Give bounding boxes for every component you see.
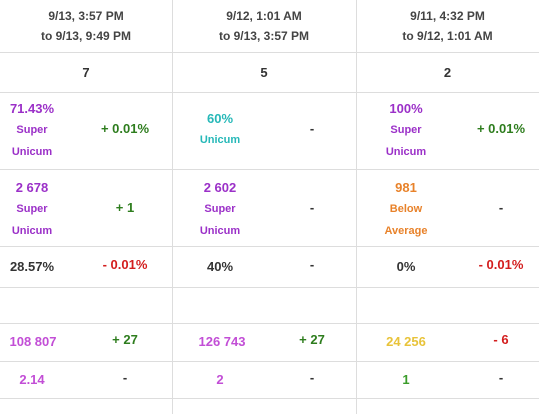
period-cell: 9/11, 4:32 PM to 9/12, 1:01 AM [356,2,539,50]
kd-row: 2.14 - 2 - 1 - [0,362,539,398]
wn8-row: 2 678 Super Unicum + 1 2 602 Super Unicu… [0,170,539,246]
rating-label: Unicum [199,134,241,146]
wn8-value: 2 602 [203,180,237,195]
winrate-cell: 71.43% Super Unicum + 0.01% [0,93,172,169]
period-cell: 9/12, 1:01 AM to 9/13, 3:57 PM [172,2,356,50]
rating-label: Unicum [11,225,53,237]
battles-count: 5 [260,65,268,80]
battles-count: 7 [82,65,90,80]
survival-row: 28.57% - 0.01% 40% - 0% - 0.01% [0,247,539,287]
period-from: 9/12, 1:01 AM [226,9,302,23]
period-from: 9/13, 3:57 PM [48,9,124,23]
damage-row: 108 807 + 27 126 743 + 27 24 256 - 6 [0,324,539,361]
kd-value: 1 [402,372,410,387]
period-to: to 9/13, 9:49 PM [40,29,132,43]
damage-value: 24 256 [386,334,426,349]
winrate-cell: 60% Unicum - [172,93,356,169]
wn8-delta: - [498,200,504,215]
damage-cell: 24 256 - 6 [356,324,539,361]
kd-value: 2 [216,372,224,387]
row-divider [0,92,539,93]
survival-cell: 0% - 0.01% [356,247,539,287]
row-divider [0,323,539,324]
rating-label: Below [389,203,423,215]
wn8-cell: 2 602 Super Unicum - [172,170,356,246]
kd-cell: 2 - [172,362,356,398]
kd-delta: - [122,370,128,385]
winrate-value: 100% [389,101,423,116]
winrate-value: 60% [206,111,234,126]
period-to: to 9/12, 1:01 AM [402,29,493,43]
period-from: 9/11, 4:32 PM [410,9,485,23]
winrate-cell: 100% Super Unicum + 0.01% [356,93,539,169]
row-divider [0,52,539,53]
winrate-delta: + 0.01% [100,121,150,136]
period-cell: 9/13, 3:57 PM to 9/13, 9:49 PM [0,2,172,50]
rating-label: Average [384,225,428,237]
wn8-delta: - [309,200,315,215]
wn8-value: 981 [395,180,417,195]
row-divider [0,398,539,399]
rating-label: Super [390,124,422,136]
rating-label: Super [16,124,48,136]
rating-label: Unicum [385,146,427,158]
wn8-value: 2 678 [15,180,49,195]
survival-cell: 40% - [172,247,356,287]
period-to: to 9/13, 3:57 PM [218,29,310,43]
damage-cell: 108 807 + 27 [0,324,172,361]
rating-label: Unicum [199,225,241,237]
column-divider [356,0,357,414]
kd-cell: 1 - [356,362,539,398]
survival-value: 28.57% [9,259,55,274]
winrate-value: 71.43% [9,101,55,116]
column-divider [172,0,173,414]
row-divider [0,361,539,362]
kd-cell: 2.14 - [0,362,172,398]
winrate-delta: + 0.01% [476,121,526,136]
survival-cell: 28.57% - 0.01% [0,247,172,287]
winrate-row: 71.43% Super Unicum + 0.01% 60% Unicum -… [0,93,539,169]
row-divider [0,287,539,288]
damage-delta: + 27 [112,332,138,347]
survival-delta: - 0.01% [102,257,148,272]
kd-value: 2.14 [19,372,45,387]
damage-delta: - 6 [493,332,509,347]
battles-row: 7 5 2 [0,53,539,92]
wn8-delta: + 1 [115,200,135,215]
period-header-row: 9/13, 3:57 PM to 9/13, 9:49 PM 9/12, 1:0… [0,2,539,50]
survival-value: 40% [206,259,234,274]
damage-value: 126 743 [198,334,246,349]
rating-label: Super [16,203,48,215]
row-divider [0,169,539,170]
damage-delta: + 27 [299,332,325,347]
battles-count: 2 [443,65,452,80]
wn8-cell: 2 678 Super Unicum + 1 [0,170,172,246]
kd-delta: - [498,370,504,385]
damage-value: 108 807 [9,334,57,349]
wn8-cell: 981 Below Average - [356,170,539,246]
winrate-delta: - [309,121,315,136]
survival-delta: - [309,257,315,272]
rating-label: Unicum [11,146,53,158]
damage-cell: 126 743 + 27 [172,324,356,361]
row-divider [0,246,539,247]
kd-delta: - [309,370,315,385]
rating-label: Super [204,203,236,215]
survival-delta: - 0.01% [478,257,524,272]
survival-value: 0% [396,259,416,274]
